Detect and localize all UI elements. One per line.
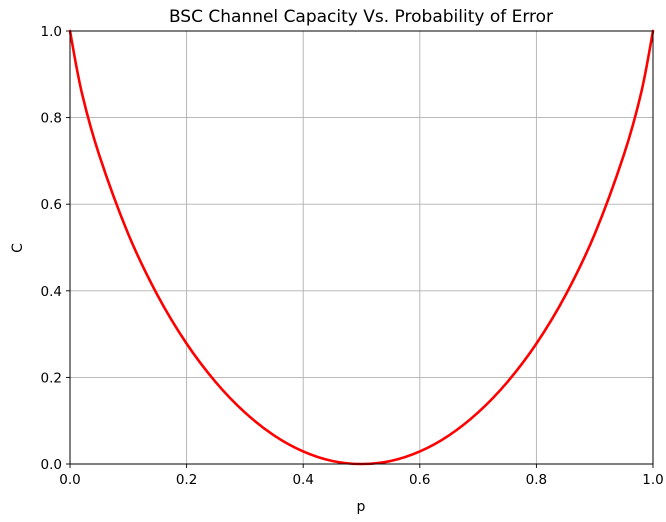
- x-tick-label: 0.8: [526, 472, 547, 488]
- tick-marks: [66, 30, 654, 468]
- series-line: [68, 29, 655, 466]
- x-tick-label: 0.0: [59, 472, 80, 488]
- x-tick-label: 0.2: [176, 472, 197, 488]
- y-tick-label: 0.4: [41, 284, 62, 300]
- x-axis-label: p: [357, 499, 366, 515]
- y-axis-label: C: [10, 243, 26, 253]
- x-tick-label: 1.0: [642, 472, 663, 488]
- y-tick-label: 0.2: [41, 370, 62, 386]
- y-tick-label: 1.0: [41, 24, 62, 40]
- y-tick-labels: 0.0 0.2 0.4 0.6 0.8 1.0: [41, 24, 62, 473]
- plot-frame: [69, 30, 654, 465]
- x-tick-label: 0.4: [292, 472, 313, 488]
- y-tick-label: 0.0: [41, 457, 62, 473]
- x-tick-label: 0.6: [409, 472, 430, 488]
- x-tick-labels: 0.0 0.2 0.4 0.6 0.8 1.0: [59, 472, 663, 488]
- chart-title: BSC Channel Capacity Vs. Probability of …: [169, 7, 553, 27]
- grid: [69, 30, 654, 465]
- series-layer: [68, 29, 655, 466]
- y-tick-label: 0.8: [41, 111, 62, 127]
- y-tick-label: 0.6: [41, 197, 62, 213]
